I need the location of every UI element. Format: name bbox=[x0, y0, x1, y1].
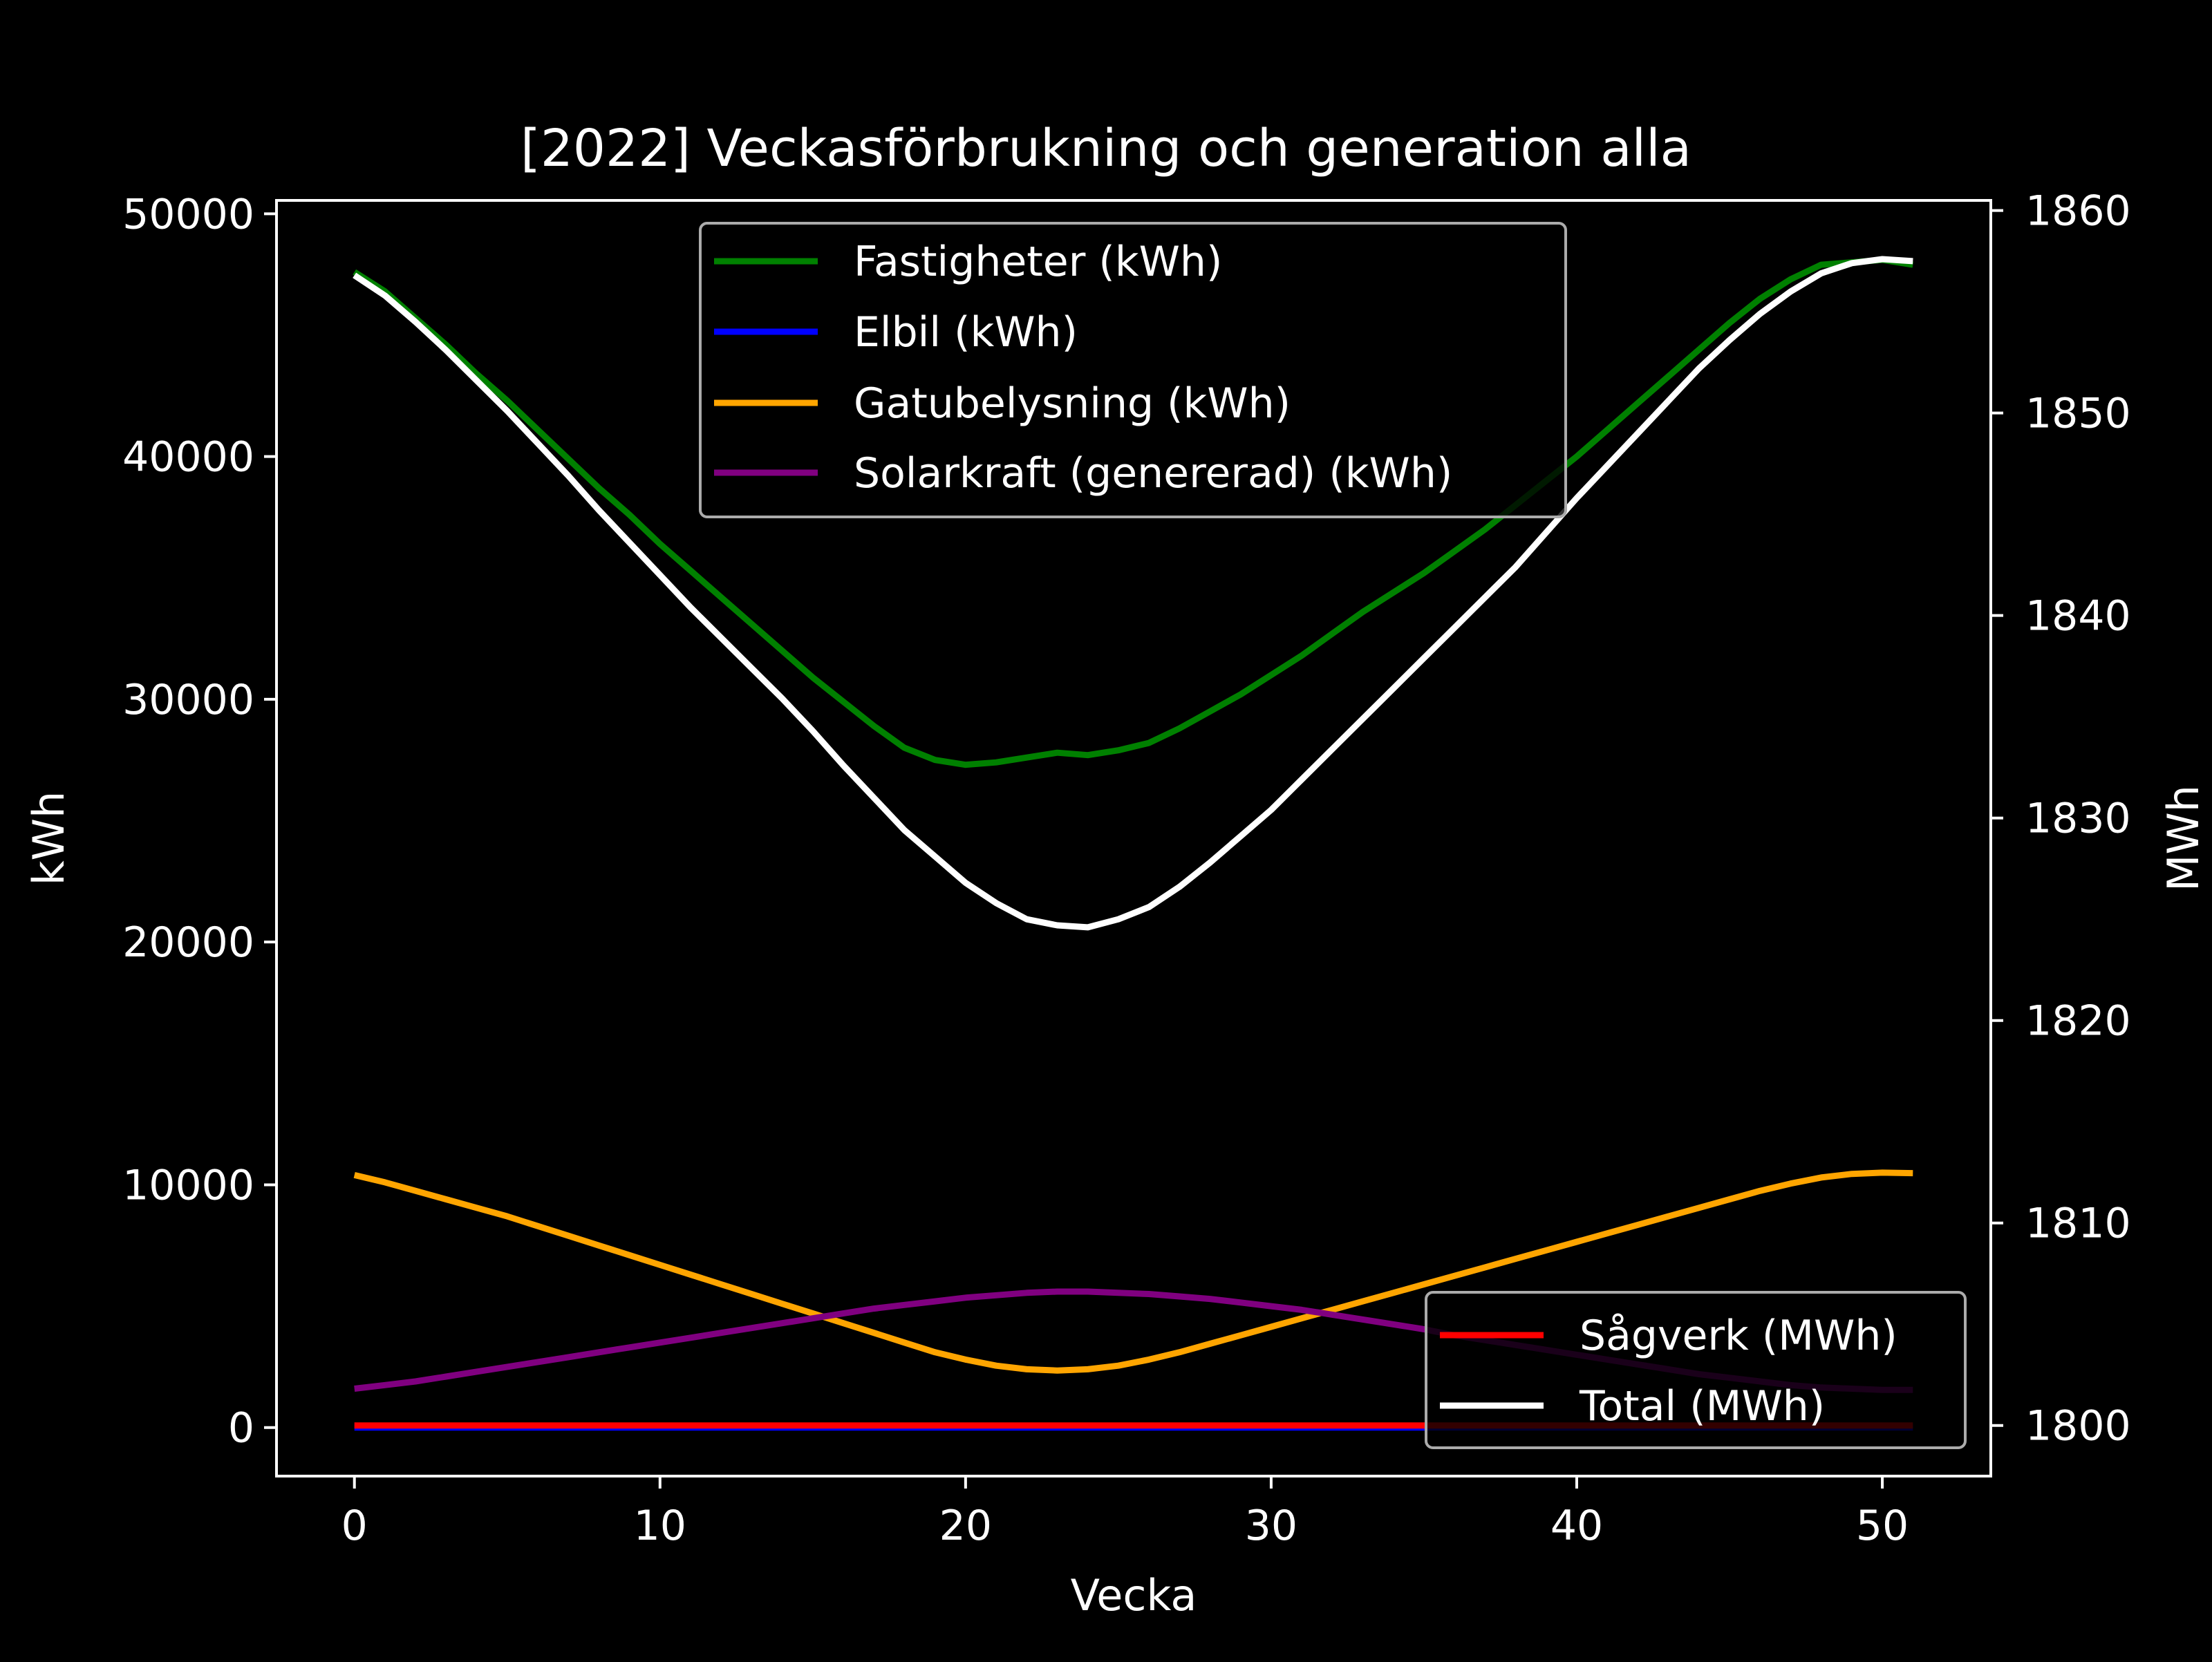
y-left-tick-label: 0 bbox=[228, 1404, 254, 1453]
legend-label-fastigheter: Fastigheter (kWh) bbox=[854, 238, 1222, 286]
series-line-total bbox=[353, 256, 1913, 931]
legend-label-sagverk: Sågverk (MWh) bbox=[1580, 1312, 1897, 1360]
y-axis-left-label: kWh bbox=[24, 791, 74, 886]
y-right-tick-label: 1860 bbox=[2025, 187, 2131, 236]
y-left-tick-label: 10000 bbox=[122, 1161, 254, 1209]
y-axis-right-label: MWh bbox=[2158, 785, 2209, 891]
y-right-tick-label: 1820 bbox=[2025, 997, 2131, 1046]
chart-title: [2022] Veckasförbrukning och generation … bbox=[521, 119, 1691, 178]
legend-label-gatubelysning: Gatubelysning (kWh) bbox=[854, 379, 1291, 428]
series-layer bbox=[353, 256, 1914, 1431]
x-axis: 0 10 20 30 40 50 bbox=[341, 1476, 1909, 1550]
x-axis-label: Vecka bbox=[1071, 1570, 1197, 1621]
legend-label-elbil: Elbil (kWh) bbox=[854, 308, 1078, 357]
y-right-tick-label: 1850 bbox=[2025, 390, 2131, 438]
x-tick-label: 0 bbox=[341, 1502, 368, 1550]
x-tick-label: 40 bbox=[1550, 1502, 1603, 1550]
x-tick-label: 20 bbox=[939, 1502, 992, 1550]
y-left-tick-label: 20000 bbox=[122, 918, 254, 967]
plot-frame bbox=[275, 199, 1992, 1477]
y-left-tick-label: 50000 bbox=[122, 190, 254, 238]
x-tick-label: 30 bbox=[1245, 1502, 1297, 1550]
series-line-gatubelysning bbox=[353, 1169, 1913, 1374]
legend-upper-box bbox=[699, 222, 1567, 518]
y-right-tick-label: 1830 bbox=[2025, 795, 2131, 843]
y-axis-right: 1800 1810 1820 1830 1840 1850 1860 bbox=[1991, 187, 2131, 1451]
y-right-tick-label: 1810 bbox=[2025, 1200, 2131, 1248]
legend-lower: Sågverk (MWh) Total (MWh) bbox=[1425, 1291, 1967, 1449]
legend-upper: Fastigheter (kWh) Elbil (kWh) Gatubelysn… bbox=[699, 222, 1567, 518]
legend-label-total: Total (MWh) bbox=[1579, 1382, 1825, 1430]
y-axis-left: 0 10000 20000 30000 40000 50000 bbox=[122, 190, 276, 1453]
x-tick-label: 10 bbox=[634, 1502, 686, 1550]
legend-lower-box bbox=[1425, 1291, 1967, 1449]
y-left-tick-label: 40000 bbox=[122, 433, 254, 482]
y-right-tick-label: 1840 bbox=[2025, 592, 2131, 641]
x-tick-label: 50 bbox=[1856, 1502, 1909, 1550]
series-line-fastigheter bbox=[353, 256, 1914, 768]
legend-label-solarkraft: Solarkraft (genererad) (kWh) bbox=[854, 449, 1452, 498]
y-right-tick-label: 1800 bbox=[2025, 1402, 2131, 1451]
y-left-tick-label: 30000 bbox=[122, 676, 254, 724]
